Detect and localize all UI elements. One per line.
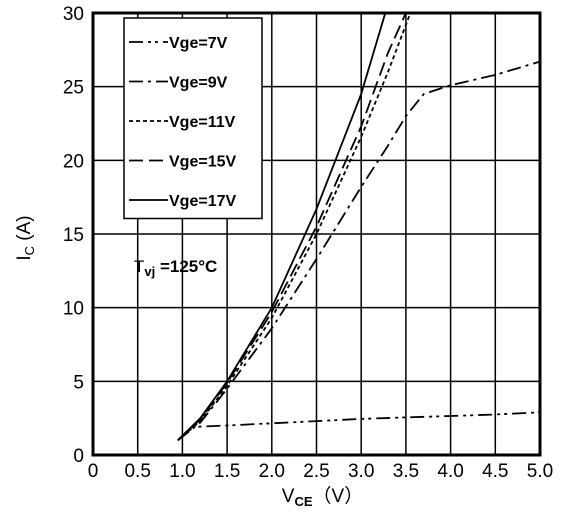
y-tick-label: 0 (73, 446, 84, 467)
y-axis-title-main: I (14, 255, 35, 260)
y-axis-title-unit: (A) (14, 215, 35, 246)
x-tick-label: 2.0 (259, 461, 285, 482)
legend-entry-label: Vge=7V (169, 35, 228, 52)
plot-frame (91, 11, 542, 457)
x-tick-label: 0.5 (124, 461, 150, 482)
annotation-main: T (134, 257, 144, 276)
y-tick-label: 10 (63, 299, 84, 320)
temperature-annotation: Tvj =125°C (134, 257, 217, 279)
x-tick-labels: 0 0.5 1.0 1.5 2.0 2.5 3.0 3.5 4.0 4.5 5.0 (88, 461, 554, 482)
x-tick-label: 0 (88, 461, 99, 482)
legend-box (123, 17, 263, 220)
series-line-4 (177, 13, 407, 441)
x-axis-title-main: V (282, 486, 295, 507)
y-tick-label: 25 (63, 78, 84, 99)
x-axis-title: VCE（V） (282, 485, 363, 509)
x-tick-label: 1.0 (169, 461, 195, 482)
y-axis-title-subscript: C (22, 246, 37, 255)
series-line-3 (177, 13, 412, 441)
series-line-5 (177, 13, 387, 441)
x-tick-label: 4.5 (482, 461, 508, 482)
y-tick-label: 15 (63, 225, 84, 246)
x-axis-title-subscript: CE (294, 494, 312, 509)
series-line-1 (177, 411, 540, 441)
legend-entry-label: Vge=15V (169, 154, 236, 171)
x-tick-label: 3.5 (393, 461, 419, 482)
legend: Vge=7V Vge=9V Vge=11V Vge=15V Vge=17V (123, 17, 263, 220)
annotation-rest: =125°C (155, 257, 217, 276)
y-tick-label: 30 (63, 4, 84, 25)
grid-lines (93, 13, 540, 455)
y-axis-title: IC (A) (14, 215, 37, 260)
y-tick-labels: 0 5 10 15 20 25 30 (63, 4, 84, 467)
x-axis-title-unit: （V） (313, 485, 364, 507)
y-tick-label: 5 (73, 372, 84, 393)
x-tick-label: 5.0 (527, 461, 553, 482)
x-tick-label: 1.5 (214, 461, 240, 482)
x-tick-label: 2.5 (303, 461, 329, 482)
legend-entry-label: Vge=11V (169, 114, 236, 131)
legend-entry-label: Vge=9V (169, 75, 228, 92)
series-layer (177, 13, 540, 442)
legend-entry-label: Vge=17V (169, 193, 236, 210)
y-tick-label: 20 (63, 151, 84, 172)
annotation-subscript: vj (144, 264, 155, 279)
x-tick-label: 3.0 (348, 461, 374, 482)
x-tick-label: 4.0 (437, 461, 463, 482)
series-line-2 (177, 60, 540, 442)
